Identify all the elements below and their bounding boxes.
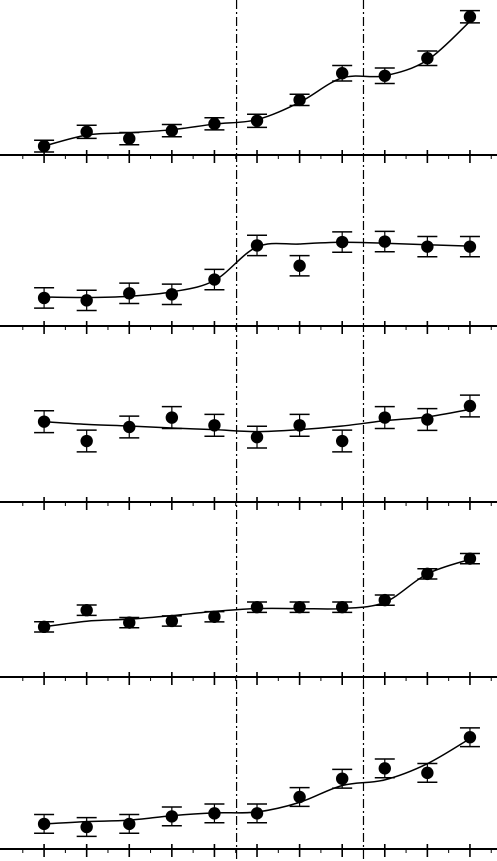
data-point xyxy=(335,772,349,785)
panel-2 xyxy=(0,230,497,334)
data-point xyxy=(37,291,51,305)
data-point xyxy=(37,620,51,634)
data-point xyxy=(80,820,93,834)
data-point xyxy=(208,610,221,623)
data-point xyxy=(463,399,477,413)
panel-1 xyxy=(0,9,497,163)
data-point xyxy=(165,411,179,424)
data-point xyxy=(335,235,349,249)
data-point xyxy=(80,125,93,138)
data-point xyxy=(37,139,51,153)
data-point xyxy=(378,411,391,424)
data-point xyxy=(123,132,136,145)
data-point xyxy=(421,52,434,65)
data-point xyxy=(463,10,477,23)
data-point xyxy=(463,552,477,565)
data-point xyxy=(165,124,179,137)
data-point xyxy=(80,434,93,448)
data-point xyxy=(208,419,221,432)
data-point xyxy=(208,273,221,286)
data-point xyxy=(165,810,179,823)
data-point xyxy=(123,287,136,300)
data-point xyxy=(335,67,349,80)
data-point xyxy=(250,114,264,127)
data-point xyxy=(293,600,306,614)
data-point xyxy=(165,288,179,301)
panel-5 xyxy=(0,727,497,857)
data-point xyxy=(463,240,477,253)
panel-3 xyxy=(0,394,497,510)
data-point xyxy=(123,817,136,831)
data-point xyxy=(250,239,264,252)
data-point xyxy=(335,600,349,614)
data-point xyxy=(421,413,434,426)
data-point xyxy=(378,69,391,82)
data-point xyxy=(421,766,434,780)
data-point xyxy=(378,593,391,607)
data-point xyxy=(208,117,221,131)
data-point xyxy=(80,294,93,307)
data-point xyxy=(421,567,434,581)
data-point xyxy=(165,614,179,628)
fit-curve xyxy=(43,558,471,628)
data-point xyxy=(123,616,136,629)
data-point xyxy=(37,817,51,831)
data-point xyxy=(293,790,306,804)
data-point xyxy=(335,434,349,448)
data-point xyxy=(250,430,264,444)
panel-4 xyxy=(0,552,497,685)
data-point xyxy=(293,419,306,432)
data-point xyxy=(80,604,93,617)
data-point xyxy=(208,807,221,820)
data-point xyxy=(293,259,306,272)
data-point xyxy=(37,415,51,428)
data-point xyxy=(378,235,391,248)
data-point xyxy=(378,762,391,775)
data-point xyxy=(463,731,477,744)
data-point xyxy=(250,600,264,614)
data-point xyxy=(123,420,136,434)
data-point xyxy=(250,807,264,820)
data-point xyxy=(293,93,306,107)
data-point xyxy=(421,240,434,253)
